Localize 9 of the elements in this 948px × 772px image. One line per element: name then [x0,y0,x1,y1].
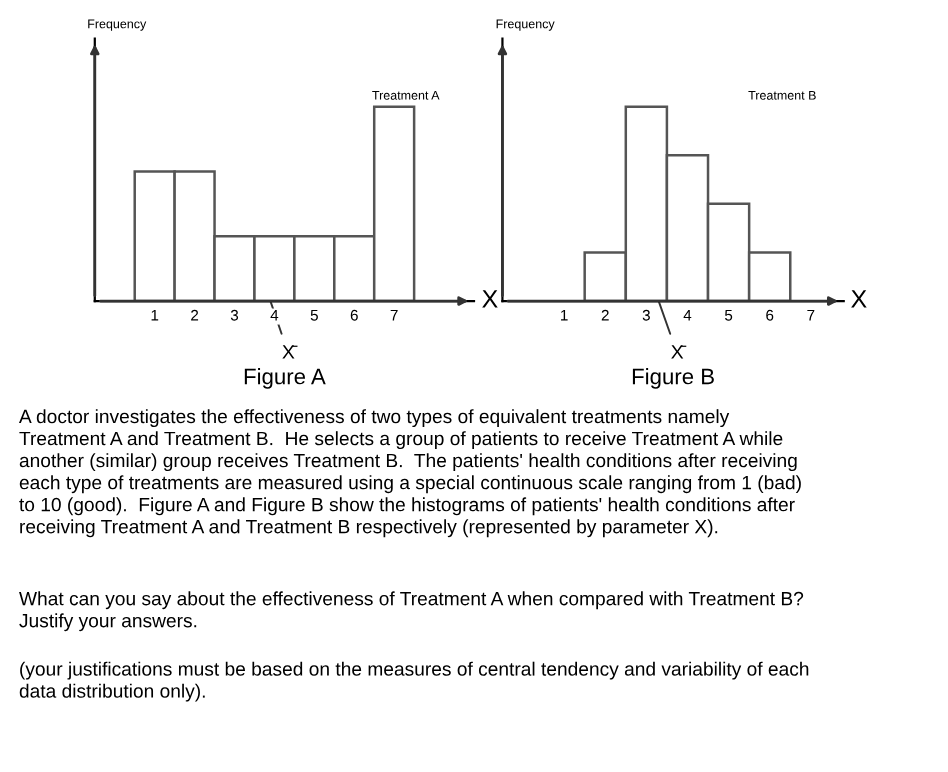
text: What can you say about the effectiveness of Treatment A when compared with Treatment B? Justify your answers. [19,591,804,632]
annotation: X̄ [671,345,687,359]
annotation: X̄ [282,345,298,359]
text: A doctor investigates the effectiveness of two types of equivalent treatments namely Treatment A and Treatment B. He selects a group of patients to receive Treatment A while another (similar) group receives Treatment B. The patients' health conditions after receiving each type of treatments are measured using a special continuous scale ranging from 1 (bad) to 10 (good). Figure A and Figure B show the histograms of patients' health conditions after receiving Treatment A and Treatment B respectively (represented by parameter X). [19,409,801,538]
text: (your justifications must be based on the measures of central tendency and variability of each data distribution only). [19,661,809,702]
x-axis-title: X [851,290,867,308]
x-axis-title: X [482,290,498,308]
text: Figure A [244,368,326,389]
text: Figure B [632,368,714,389]
